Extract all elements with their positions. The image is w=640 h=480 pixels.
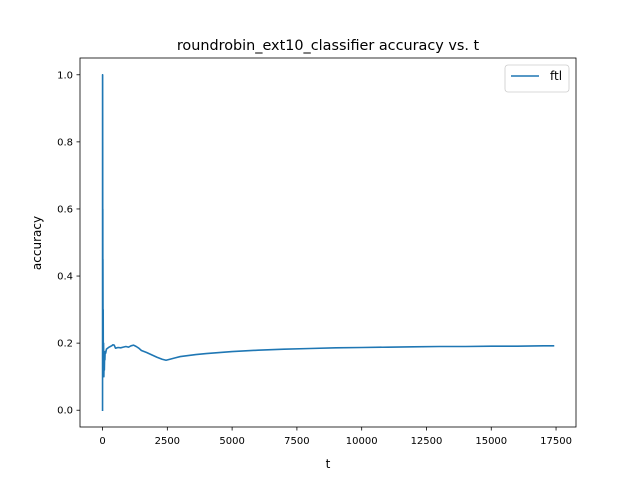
x-tick-label: 17500: [540, 436, 572, 447]
chart-title: roundrobin_ext10_classifier accuracy vs.…: [177, 38, 480, 54]
y-tick-label: 0.4: [57, 272, 73, 283]
y-tick-label: 0.2: [57, 339, 73, 350]
x-tick-label: 5000: [219, 436, 244, 447]
x-axis-label: t: [326, 457, 331, 471]
legend-label-ftl: ftl: [550, 69, 562, 83]
x-tick-label: 12500: [411, 436, 443, 447]
legend-box: [504, 64, 570, 93]
plot-area: [101, 73, 555, 412]
x-tick-label: 2500: [155, 436, 180, 447]
axes-frame: [79, 57, 577, 428]
x-tick-label: 15000: [475, 436, 507, 447]
y-axis-label: accuracy: [30, 216, 44, 270]
x-tick-label: 7500: [284, 436, 309, 447]
y-tick-label: 1.0: [57, 70, 73, 81]
y-axis: 0.0 0.2 0.4 0.6 0.8 1.0: [57, 70, 80, 417]
series-line-ftl: [101, 73, 555, 412]
y-tick-label: 0.0: [57, 406, 73, 417]
legend: ftl: [504, 64, 570, 93]
y-tick-label: 0.8: [57, 137, 73, 148]
x-axis: 0 2500 5000 7500 10000 12500 15000 17500: [99, 427, 572, 447]
x-tick-label: 10000: [346, 436, 378, 447]
x-tick-label: 0: [99, 436, 105, 447]
y-tick-label: 0.6: [57, 204, 73, 215]
